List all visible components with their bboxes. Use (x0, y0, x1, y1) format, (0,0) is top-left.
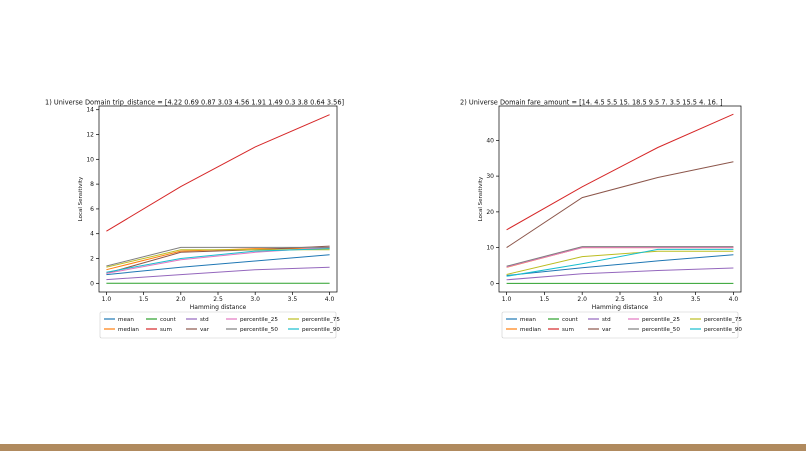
chart1-ytick-label: 6 (90, 206, 94, 213)
chart1-legend-item-median: median (104, 327, 139, 333)
chart1-legend: meanmediancountsumstdvarpercentile_25per… (99, 311, 340, 339)
chart1-legend-item-var: var (186, 327, 210, 333)
chart1-legend-item-percentile-75: percentile_75 (288, 317, 340, 323)
chart1-legend-item-std: std (186, 317, 209, 323)
chart2-legend-label: mean (520, 317, 536, 323)
chart1-ylabel: Local Sensitivity (78, 176, 84, 221)
chart1-legend-item-count: count (146, 317, 177, 323)
chart1-legend-item-percentile-25: percentile_25 (226, 317, 278, 323)
chart1-ytick-label: 4 (90, 231, 94, 238)
chart1-series-var (106, 245, 330, 274)
chart1-ytick-label: 12 (86, 132, 94, 139)
chart1-ytick-label: 10 (86, 156, 94, 163)
chart2-series-percentile-90 (506, 248, 734, 277)
chart2-xtick-label: 3.5 (691, 296, 701, 303)
chart2-legend: meanmediancountsumstdvarpercentile_25per… (501, 311, 742, 339)
chart2-legend-label: count (562, 317, 579, 323)
chart1-legend-box (99, 311, 337, 339)
chart1-xtick-label: 2.5 (213, 296, 223, 303)
chart2-series-sum (506, 113, 734, 231)
chart1-legend-label: percentile_50 (240, 327, 278, 333)
chart2-ytick-label: 10 (486, 245, 494, 252)
chart1-legend-label: std (200, 317, 209, 323)
chart1-xtick-label: 1.0 (102, 296, 112, 303)
chart2-xtick-label: 2.5 (615, 296, 625, 303)
chart2-series-mean (506, 254, 734, 276)
chart2-legend-box (501, 311, 739, 339)
chart1-legend-item-sum: sum (146, 327, 172, 333)
chart1-legend-label: sum (160, 327, 172, 333)
chart1-legend-item-percentile-90: percentile_90 (288, 327, 340, 333)
chart1-ytick-label: 14 (86, 107, 94, 114)
chart2-ylabel: Local Sensitivity (478, 176, 484, 221)
chart1: 1) Universe Domain trip_distance = [4.22… (45, 99, 344, 339)
chart1-ytick-label: 8 (90, 181, 94, 188)
chart2-legend-label: percentile_25 (642, 317, 680, 323)
chart1-series-percentile-90 (106, 248, 330, 273)
chart2-legend-item-var: var (588, 327, 612, 333)
footer-bar (0, 444, 806, 451)
chart1-xlabel: Hamming distance (190, 304, 247, 311)
chart1-xtick-label: 2.0 (176, 296, 186, 303)
chart2-legend-item-std: std (588, 317, 611, 323)
chart1-legend-label: mean (118, 317, 134, 323)
chart2-series-percentile-25 (506, 247, 734, 268)
chart1-legend-item-mean: mean (104, 317, 134, 323)
chart1-xtick-label: 4.0 (325, 296, 335, 303)
chart2-xtick-label: 2.0 (577, 296, 587, 303)
chart2-legend-item-count: count (548, 317, 579, 323)
chart1-xtick-label: 1.5 (139, 296, 149, 303)
chart1-series-std (106, 266, 330, 281)
chart1-legend-label: percentile_90 (302, 327, 340, 333)
chart2-legend-item-percentile-50: percentile_50 (628, 327, 680, 333)
chart2-legend-item-percentile-90: percentile_90 (690, 327, 742, 333)
chart1-series-percentile-50 (106, 246, 330, 267)
chart2: 2) Universe Domain fare_amount = [14. 4.… (460, 99, 742, 339)
chart2-xtick-label: 3.0 (653, 296, 663, 303)
chart1-ytick-label: 0 (90, 280, 94, 287)
chart2-xtick-label: 4.0 (729, 296, 739, 303)
chart2-legend-label: std (602, 317, 611, 323)
chart1-xtick-label: 3.5 (288, 296, 298, 303)
chart2-legend-label: percentile_75 (704, 317, 742, 323)
chart2-ytick-label: 0 (490, 280, 494, 287)
chart1-title: 1) Universe Domain trip_distance = [4.22… (45, 99, 344, 107)
chart2-ytick-label: 40 (486, 137, 494, 144)
chart2-legend-item-mean: mean (506, 317, 536, 323)
chart2-legend-label: median (520, 327, 541, 333)
chart2-series-std (506, 267, 734, 281)
chart2-title: 2) Universe Domain fare_amount = [14. 4.… (460, 99, 723, 107)
chart2-series-percentile-50 (506, 246, 734, 267)
chart2-legend-item-percentile-75: percentile_75 (690, 317, 742, 323)
chart1-legend-label: percentile_75 (302, 317, 340, 323)
chart2-legend-item-median: median (506, 327, 541, 333)
chart1-legend-label: percentile_25 (240, 317, 278, 323)
chart1-legend-label: var (200, 327, 210, 333)
chart2-legend-item-sum: sum (548, 327, 574, 333)
chart1-series-mean (106, 254, 330, 276)
chart1-legend-label: count (160, 317, 177, 323)
chart2-legend-item-percentile-25: percentile_25 (628, 317, 680, 323)
chart1-ytick-label: 2 (90, 256, 94, 263)
chart2-xtick-label: 1.5 (540, 296, 550, 303)
chart1-legend-item-percentile-50: percentile_50 (226, 327, 278, 333)
chart2-series-percentile-75 (506, 250, 734, 275)
chart1-series-sum (106, 114, 330, 232)
chart2-legend-label: var (602, 327, 612, 333)
chart2-ytick-label: 30 (486, 173, 494, 180)
chart2-xtick-label: 1.0 (502, 296, 512, 303)
chart1-legend-label: median (118, 327, 139, 333)
chart2-legend-label: percentile_50 (642, 327, 680, 333)
chart2-xlabel: Hamming distance (592, 304, 649, 311)
chart2-legend-label: percentile_90 (704, 327, 742, 333)
chart2-ytick-label: 20 (486, 209, 494, 216)
chart2-series-var (506, 161, 734, 249)
chart1-xtick-label: 3.0 (250, 296, 260, 303)
chart2-legend-label: sum (562, 327, 574, 333)
